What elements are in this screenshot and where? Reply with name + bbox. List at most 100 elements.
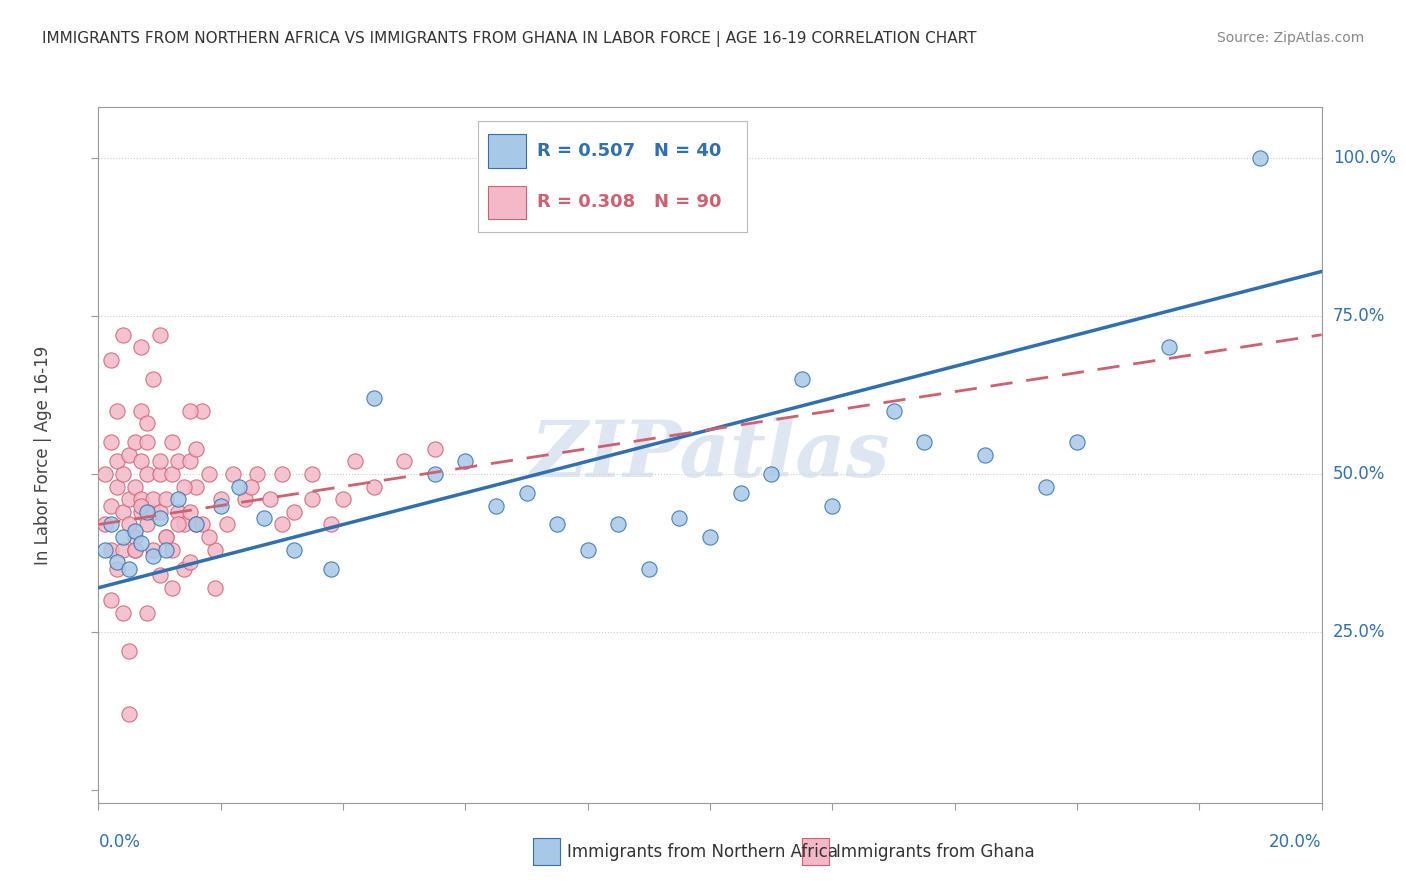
Point [111,530,134,544]
Text: Immigrants from Northern Africa: Immigrants from Northern Africa [567,843,838,861]
Point [124,530,146,544]
Point [105,556,128,570]
Point [118,448,141,462]
Point [546,517,568,532]
Point [197,467,219,481]
Point [974,448,997,462]
Point [215,517,238,532]
Text: Source: ZipAtlas.com: Source: ZipAtlas.com [1216,31,1364,45]
Point [392,454,416,468]
Point [142,372,165,386]
Point [129,340,152,354]
Text: 0.0%: 0.0% [98,833,141,851]
Point [883,403,905,417]
Point [118,707,141,722]
Point [111,542,134,557]
Point [167,505,190,519]
Point [607,517,630,532]
Point [1157,340,1180,354]
Point [270,517,292,532]
Point [129,536,152,550]
Point [149,327,172,342]
Point [301,467,323,481]
Point [155,530,177,544]
Point [129,454,152,468]
Point [111,467,134,481]
Text: In Labor Force | Age 16-19: In Labor Force | Age 16-19 [34,345,52,565]
Point [111,505,134,519]
Point [105,454,128,468]
Point [204,581,226,595]
Point [186,442,208,456]
Point [118,644,141,658]
Point [93,467,115,481]
Point [149,467,172,481]
Point [1035,479,1057,493]
Point [233,492,256,507]
Point [100,517,122,532]
Point [259,492,281,507]
Point [111,606,134,620]
Point [179,556,201,570]
Point [197,530,219,544]
Point [319,562,342,576]
Point [363,391,385,405]
Point [186,479,208,493]
Point [118,562,141,576]
Point [124,542,146,557]
Point [209,499,232,513]
Point [167,517,190,532]
Point [576,542,599,557]
Point [160,435,183,450]
Point [668,511,690,525]
Point [1249,151,1271,165]
Point [423,467,446,481]
Point [160,581,183,595]
Point [363,479,385,493]
Point [129,499,152,513]
Point [637,562,661,576]
Point [149,568,172,582]
Text: 25.0%: 25.0% [1333,623,1385,641]
Point [240,479,263,493]
Point [136,517,159,532]
Point [105,479,128,493]
Point [142,542,165,557]
Point [142,549,165,563]
Point [124,524,146,538]
Point [149,511,172,525]
Point [454,454,477,468]
Point [93,517,115,532]
Point [129,505,152,519]
Text: ZIPatlas: ZIPatlas [530,417,890,493]
Point [155,542,177,557]
Point [155,492,177,507]
Point [209,492,232,507]
Point [270,467,292,481]
Point [124,542,146,557]
Point [228,479,250,493]
Point [173,479,195,493]
Point [222,467,245,481]
Point [136,417,159,431]
Point [124,479,146,493]
Point [179,403,201,417]
Point [136,606,159,620]
Point [204,542,226,557]
Point [173,517,195,532]
Point [344,454,367,468]
Point [129,403,152,417]
Point [186,517,208,532]
Point [516,486,538,500]
Point [191,517,214,532]
Point [912,435,935,450]
Point [283,542,305,557]
Point [160,542,183,557]
Point [100,435,122,450]
Point [136,505,159,519]
Point [136,435,159,450]
Point [246,467,269,481]
Point [699,530,721,544]
Point [142,505,165,519]
Point [485,499,508,513]
